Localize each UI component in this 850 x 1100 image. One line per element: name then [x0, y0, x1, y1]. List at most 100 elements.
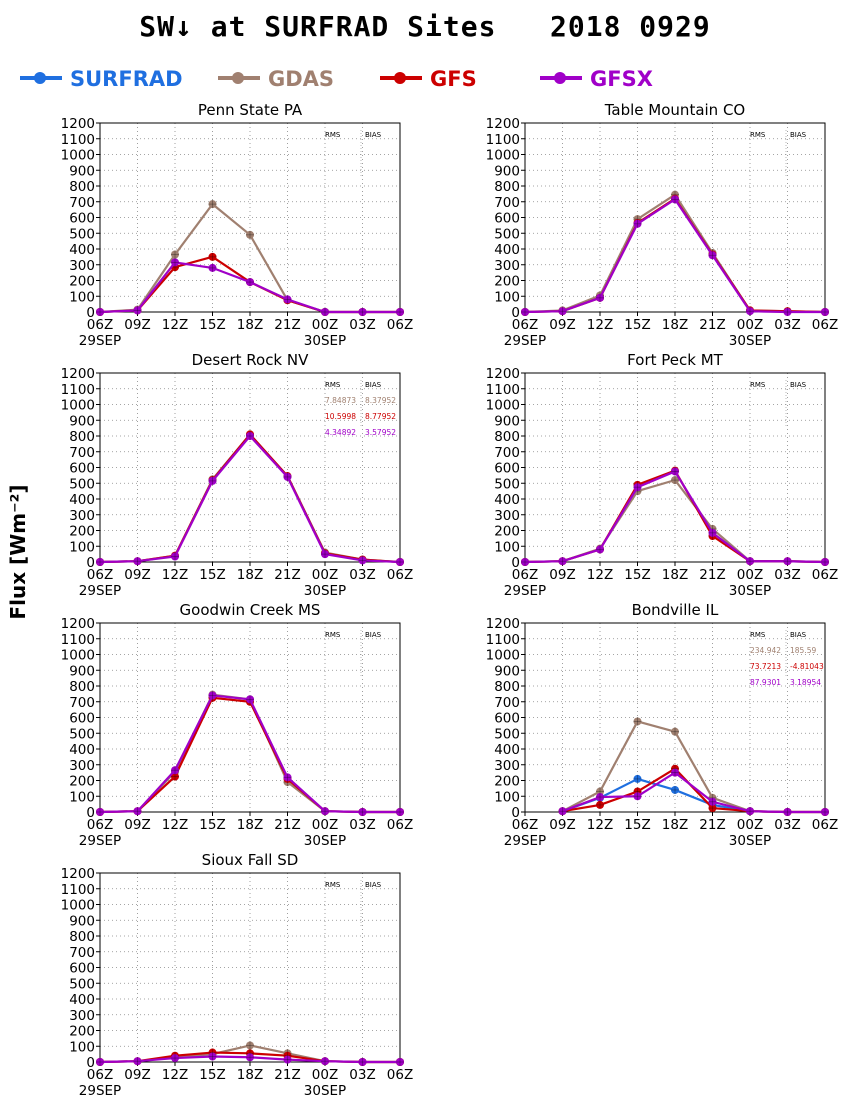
y-tick-label: 1100 [61, 132, 95, 148]
stats-header-bias: BIAS [365, 631, 382, 639]
x-tick-label: 00Z [737, 317, 763, 333]
data-point [208, 691, 217, 700]
data-point [671, 785, 679, 794]
chart-title: Fort Peck MT [627, 351, 723, 369]
y-tick-label: 200 [494, 524, 520, 540]
x-tick-label: 06Z [512, 817, 538, 833]
y-tick-label: 100 [69, 539, 95, 555]
x-tick-label: 21Z [274, 317, 300, 333]
y-tick-label: 100 [494, 539, 520, 555]
data-point [671, 476, 679, 485]
series-line [99, 693, 400, 814]
y-tick-label: 900 [69, 413, 95, 429]
y-tick-label: 1100 [61, 382, 95, 398]
data-point [358, 308, 367, 316]
y-tick-label: 1000 [486, 398, 520, 414]
y-tick-label: 400 [494, 492, 520, 508]
data-point [746, 557, 754, 566]
y-tick-label: 0 [86, 305, 95, 321]
y-tick-label: 600 [494, 711, 520, 727]
legend-label: GDAS [268, 67, 335, 91]
stats-rms-value: 234.942 [750, 646, 781, 655]
series-gdas [96, 200, 404, 316]
chart-table-mountain-co: Table Mountain CO 01002003004005006007008… [486, 101, 839, 349]
x-tick-label: 06Z [387, 817, 413, 833]
y-tick-label: 900 [494, 663, 520, 679]
data-point [246, 278, 254, 287]
data-point [783, 557, 792, 566]
y-tick-label: 100 [494, 289, 520, 305]
legend: SURFRAD GDAS GFS GFSX [18, 66, 838, 96]
data-point [558, 307, 567, 316]
data-point [321, 807, 329, 816]
y-tick-label: 500 [494, 476, 520, 492]
y-tick-label: 700 [494, 445, 520, 461]
x-date-label: 29SEP [504, 583, 546, 599]
series-gfs [96, 693, 404, 816]
y-tick-label: 800 [494, 679, 520, 695]
stats-bias-value: 185.59 [790, 646, 816, 655]
data-point [171, 250, 179, 259]
y-tick-label: 300 [69, 758, 95, 774]
series-gdas [96, 690, 404, 816]
x-tick-label: 18Z [237, 817, 263, 833]
data-point [96, 808, 104, 816]
chart-title: Sioux Fall SD [202, 851, 299, 869]
y-tick-label: 500 [69, 726, 95, 742]
chart-fort-peck-mt: Fort Peck MT 0100200300400500600700800900… [486, 351, 839, 599]
y-tick-label: 500 [69, 476, 95, 492]
y-tick-label: 800 [69, 179, 95, 195]
data-point [283, 295, 292, 304]
data-point [283, 1055, 292, 1064]
chart-desert-rock-nv: Desert Rock NV 01002003004005006007008009… [61, 351, 414, 599]
data-point [246, 230, 254, 239]
y-tick-label: 900 [69, 663, 95, 679]
x-tick-label: 15Z [624, 317, 650, 333]
y-tick-label: 700 [69, 445, 95, 461]
y-tick-label: 100 [69, 289, 95, 305]
y-tick-label: 0 [86, 805, 95, 821]
stats-header-bias: BIAS [365, 381, 382, 389]
x-tick-label: 03Z [349, 317, 375, 333]
x-date-label: 29SEP [79, 583, 121, 599]
legend-label: GFS [430, 67, 477, 91]
x-date-label: 30SEP [304, 1083, 346, 1099]
x-tick-label: 09Z [124, 317, 150, 333]
data-point [596, 787, 604, 796]
y-tick-label: 700 [494, 195, 520, 211]
data-point [246, 1053, 254, 1062]
x-tick-label: 06Z [812, 817, 838, 833]
stats-rms-value: 4.34892 [325, 428, 356, 437]
data-point [596, 800, 604, 809]
series-line [99, 696, 400, 814]
y-tick-label: 1100 [61, 632, 95, 648]
y-tick-label: 400 [494, 242, 520, 258]
data-point [671, 768, 679, 777]
legend-label: SURFRAD [70, 67, 183, 91]
series-gfsx [521, 195, 829, 316]
x-tick-label: 09Z [549, 317, 575, 333]
data-point [283, 472, 292, 481]
data-point [246, 695, 254, 704]
x-tick-label: 06Z [812, 317, 838, 333]
y-tick-label: 500 [69, 226, 95, 242]
data-point [133, 807, 142, 816]
y-tick-label: 300 [69, 258, 95, 274]
data-point [783, 308, 792, 316]
series-gdas [521, 190, 829, 316]
x-tick-label: 12Z [162, 817, 188, 833]
y-tick-label: 0 [511, 805, 520, 821]
x-tick-label: 21Z [699, 317, 725, 333]
x-tick-label: 00Z [737, 817, 763, 833]
data-point [633, 483, 642, 492]
x-tick-label: 12Z [587, 817, 613, 833]
x-tick-label: 06Z [812, 567, 838, 583]
series-line [524, 469, 826, 564]
data-point [283, 773, 292, 782]
y-tick-label: 200 [69, 1024, 95, 1040]
data-point [671, 467, 679, 476]
x-tick-label: 12Z [162, 567, 188, 583]
data-point [171, 1054, 179, 1063]
y-tick-label: 0 [511, 555, 520, 571]
x-tick-label: 00Z [312, 817, 338, 833]
